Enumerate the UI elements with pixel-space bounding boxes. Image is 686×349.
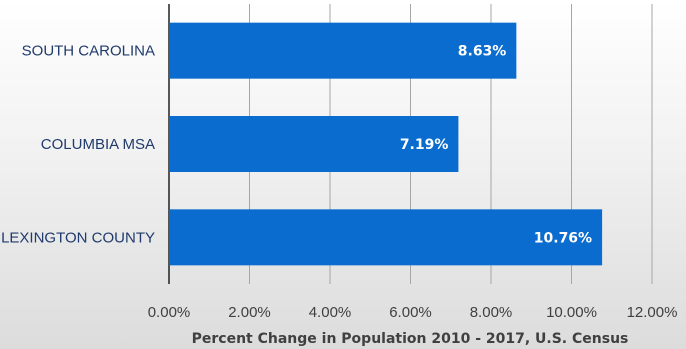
x-tick-label: 0.00% bbox=[148, 304, 191, 321]
labels: 0.00% 2.00% 4.00% 6.00% 8.00% 10.00% 12.00% SOU… bbox=[1, 43, 677, 321]
category-label: LEXINGTON COUNTY bbox=[1, 229, 155, 246]
category-label: COLUMBIA MSA bbox=[41, 136, 155, 153]
x-axis-title: Percent Change in Population 2010 - 2017… bbox=[192, 331, 629, 347]
x-tick-label: 12.00% bbox=[627, 304, 678, 321]
category-label: SOUTH CAROLINA bbox=[22, 43, 155, 60]
x-tick-label: 10.00% bbox=[546, 304, 597, 321]
data-label: 7.19% bbox=[400, 137, 449, 153]
data-label: 8.63% bbox=[458, 44, 507, 60]
bar bbox=[169, 209, 603, 266]
bar bbox=[169, 22, 517, 79]
bars bbox=[169, 22, 603, 266]
x-tick-label: 6.00% bbox=[389, 304, 432, 321]
bar bbox=[169, 116, 459, 172]
data-label: 10.76% bbox=[534, 230, 592, 246]
x-tick-label: 8.00% bbox=[470, 304, 513, 321]
x-tick-label: 4.00% bbox=[309, 304, 352, 321]
x-tick-label: 2.00% bbox=[228, 304, 271, 321]
